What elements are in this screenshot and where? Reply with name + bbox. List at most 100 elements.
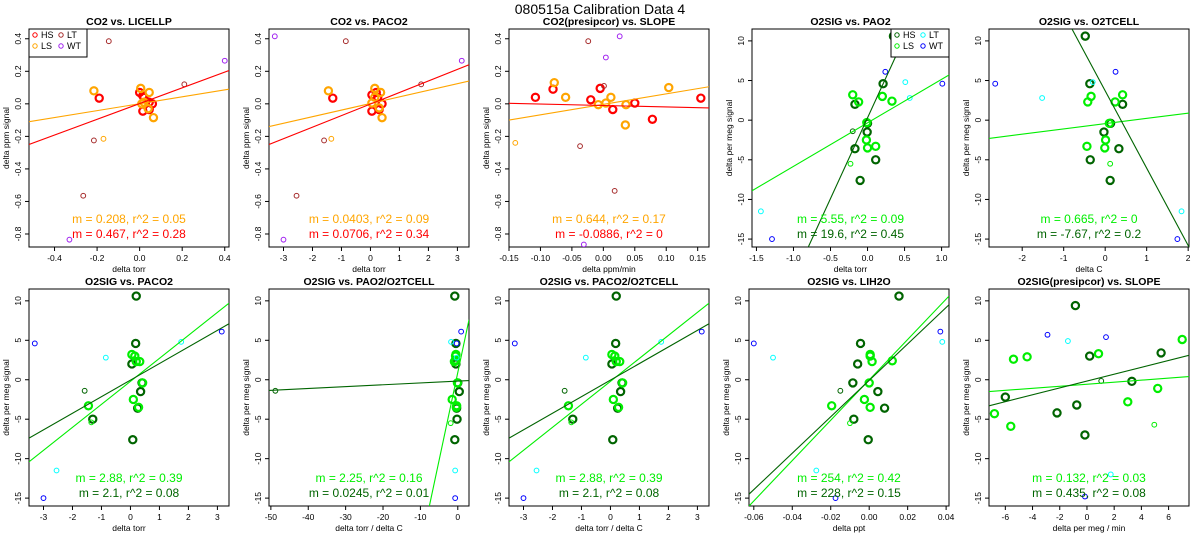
y-tick-label: -0.2 bbox=[253, 129, 263, 144]
x-tick-label: -3 bbox=[40, 512, 48, 522]
data-point-lt bbox=[577, 143, 583, 150]
x-axis-label: delta torr bbox=[834, 264, 868, 274]
data-point-ls bbox=[1177, 334, 1187, 345]
y-axis-label: delta per meg signal bbox=[724, 100, 734, 177]
panel-1: CO2 vs. LICELLP -0.4 -0.2 0.0 0.2 0.4 -0.8 -0.6… bbox=[1, 16, 231, 274]
data-point-ls bbox=[887, 96, 897, 106]
data-point-ls_small bbox=[1107, 160, 1114, 167]
data-point-ls bbox=[606, 92, 616, 103]
y-tick-label: -0.6 bbox=[13, 194, 23, 209]
x-tick-label: -0.4 bbox=[47, 253, 62, 263]
x-tick-label: -2 bbox=[309, 253, 317, 263]
data-point-hs bbox=[1080, 430, 1090, 440]
data-point-ls bbox=[130, 351, 140, 361]
x-tick-label: 2 bbox=[426, 253, 431, 263]
data-point-wt bbox=[452, 495, 459, 502]
y-tick-label: -0.6 bbox=[493, 194, 503, 209]
y-tick-label: 10 bbox=[973, 36, 983, 46]
y-tick-label: -10 bbox=[733, 452, 743, 465]
data-point-wt bbox=[1044, 331, 1051, 338]
fit-line-hs bbox=[29, 69, 229, 146]
y-tick-label: -0.8 bbox=[13, 226, 23, 241]
data-point-ls bbox=[377, 112, 387, 123]
data-point-ls bbox=[374, 103, 384, 113]
x-tick-label: -2 bbox=[69, 512, 77, 522]
data-point-hs bbox=[848, 378, 858, 388]
panel-5: O2SIG vs. O2TCELL-2 -1 0 1 2-15-10-50510delt… bbox=[961, 16, 1191, 274]
data-point-hs_small bbox=[837, 387, 844, 394]
y-axis-label: delta per meg signal bbox=[961, 359, 971, 436]
data-point-hs bbox=[450, 435, 460, 445]
data-point-ls bbox=[136, 83, 146, 94]
fit-line-ls bbox=[29, 302, 229, 463]
panel-title: CO2 vs. PACO2 bbox=[330, 16, 408, 28]
legend-label-wt: WT bbox=[67, 41, 81, 51]
y-tick-label: 0.0 bbox=[493, 98, 503, 110]
data-point-hs bbox=[610, 338, 621, 349]
fit-stat-ls: m = 0.644, r^2 = 0.17 bbox=[552, 212, 666, 226]
data-point-hs bbox=[647, 114, 658, 124]
x-tick-label: 0.00 bbox=[595, 253, 612, 263]
data-point-hs bbox=[852, 359, 863, 369]
x-tick-label: 0.15 bbox=[689, 253, 706, 263]
y-tick-label: 0.2 bbox=[493, 65, 503, 77]
data-point-hs bbox=[855, 338, 866, 349]
y-tick-label: 0.0 bbox=[13, 98, 23, 110]
data-point-ls bbox=[1006, 421, 1016, 432]
data-point-hs bbox=[873, 386, 883, 397]
x-tick-label: -50 bbox=[265, 512, 278, 522]
legend-marker-ls bbox=[894, 43, 900, 49]
y-tick-label: 0 bbox=[973, 377, 983, 382]
x-tick-label: -0.15 bbox=[499, 253, 519, 263]
data-point-ls bbox=[323, 86, 334, 96]
data-point-lt bbox=[293, 192, 300, 199]
data-point-ls bbox=[549, 77, 559, 88]
data-point-wt bbox=[750, 340, 757, 347]
x-tick-label: 2 bbox=[186, 512, 191, 522]
y-tick-label: 0.0 bbox=[253, 98, 263, 110]
x-tick-label: 2 bbox=[666, 512, 671, 522]
data-point-hs bbox=[131, 291, 141, 301]
x-axis-label: delta ppt bbox=[833, 523, 866, 533]
x-tick-label: 0 bbox=[455, 512, 460, 522]
x-tick-label: -2 bbox=[1018, 253, 1026, 263]
y-tick-label: -15 bbox=[13, 492, 23, 505]
x-tick-label: -3 bbox=[520, 512, 528, 522]
y-tick-label: 0.2 bbox=[253, 65, 263, 77]
data-point-wt bbox=[769, 236, 775, 242]
y-tick-label: 10 bbox=[736, 36, 746, 46]
y-tick-label: -0.4 bbox=[253, 161, 263, 176]
data-point-ls bbox=[131, 356, 141, 367]
x-tick-label: 1.0 bbox=[936, 253, 948, 263]
data-point-wt bbox=[40, 495, 47, 502]
panel-title: O2SIG vs. PACO2/O2TCELL bbox=[540, 276, 679, 288]
data-point-lt bbox=[452, 467, 459, 474]
data-point-hs bbox=[630, 98, 640, 108]
data-point-wt bbox=[511, 340, 518, 347]
panel-title: O2SIG(presipcor) vs. SLOPE bbox=[1018, 276, 1161, 288]
y-tick-label: -15 bbox=[253, 492, 263, 505]
legend-label-ls: LS bbox=[41, 41, 52, 51]
y-tick-label: -0.8 bbox=[493, 226, 503, 241]
data-point-ls bbox=[1153, 383, 1163, 394]
x-tick-label: 0.0 bbox=[862, 253, 874, 263]
fit-line-ls bbox=[29, 88, 229, 123]
data-point-lt bbox=[582, 354, 589, 361]
data-point-ls bbox=[144, 87, 154, 98]
data-point-lt bbox=[321, 137, 327, 144]
data-point-hs bbox=[128, 435, 138, 445]
data-point-wt bbox=[280, 236, 287, 243]
data-point-lt bbox=[53, 467, 60, 474]
data-point-lt bbox=[178, 338, 185, 345]
data-point-hs bbox=[608, 104, 618, 115]
data-point-ls bbox=[826, 401, 837, 411]
y-tick-label: -15 bbox=[493, 492, 503, 505]
y-axis-label: delta per meg signal bbox=[721, 359, 731, 436]
data-point-wt bbox=[1112, 68, 1119, 75]
data-point-ls_small bbox=[88, 419, 95, 426]
data-point-lt bbox=[601, 83, 607, 89]
fit-stat-ls: m = 2.25, r^2 = 0.16 bbox=[315, 471, 422, 485]
fit-stat-ls: m = 0.665, r^2 = 0 bbox=[1040, 212, 1137, 226]
x-tick-label: -0.02 bbox=[821, 512, 841, 522]
data-point-lt_ls bbox=[328, 135, 335, 142]
